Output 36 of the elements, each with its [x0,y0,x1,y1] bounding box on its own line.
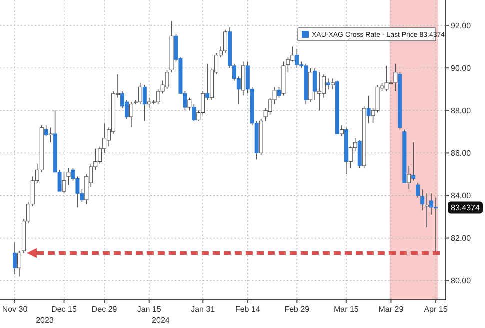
text: 2023 [36,316,54,325]
candlestick [407,166,412,190]
x-tick-label: Dec 15 [52,305,78,314]
x-tick-label: Jan 15 [137,305,162,314]
y-tick-label: 88.00 [451,106,472,116]
x-tick-label: Apr 15 [424,305,448,314]
candlestick [188,97,192,112]
x-tick-label: Jan 31 [191,305,216,314]
y-tick-label: 86.00 [451,148,472,158]
candlestick [165,70,170,90]
y-tick-label: 82.00 [451,234,472,244]
candlestick [340,125,344,137]
candlestick [425,193,430,228]
y-tick-label: 92.00 [451,21,472,30]
candlestick [129,102,134,128]
x-tick-label: Mar 29 [378,305,404,314]
y-tick-label: 84.00 [451,192,472,201]
candlestick [48,127,53,143]
candlestick [330,78,335,90]
x-tick-label: Feb 29 [284,305,310,314]
candlestick [286,57,290,73]
y-tick-label: 80.00 [451,276,472,286]
candlestick [318,72,322,112]
x-tick-label: Mar 15 [334,305,360,314]
candlestick [66,168,71,186]
x-tick-label: Nov 30 [2,305,28,314]
x-tick-label: Feb 14 [235,305,261,314]
x-tick-label: Dec 29 [92,305,118,314]
candlestick [62,172,66,194]
candlestick [17,250,22,277]
text: 2024 [152,316,170,325]
y-tick-label: 90.00 [451,64,472,73]
candlestick [138,82,142,105]
text: 83.4374 [451,204,480,213]
candlestick [416,182,420,198]
candlestick [420,188,425,212]
